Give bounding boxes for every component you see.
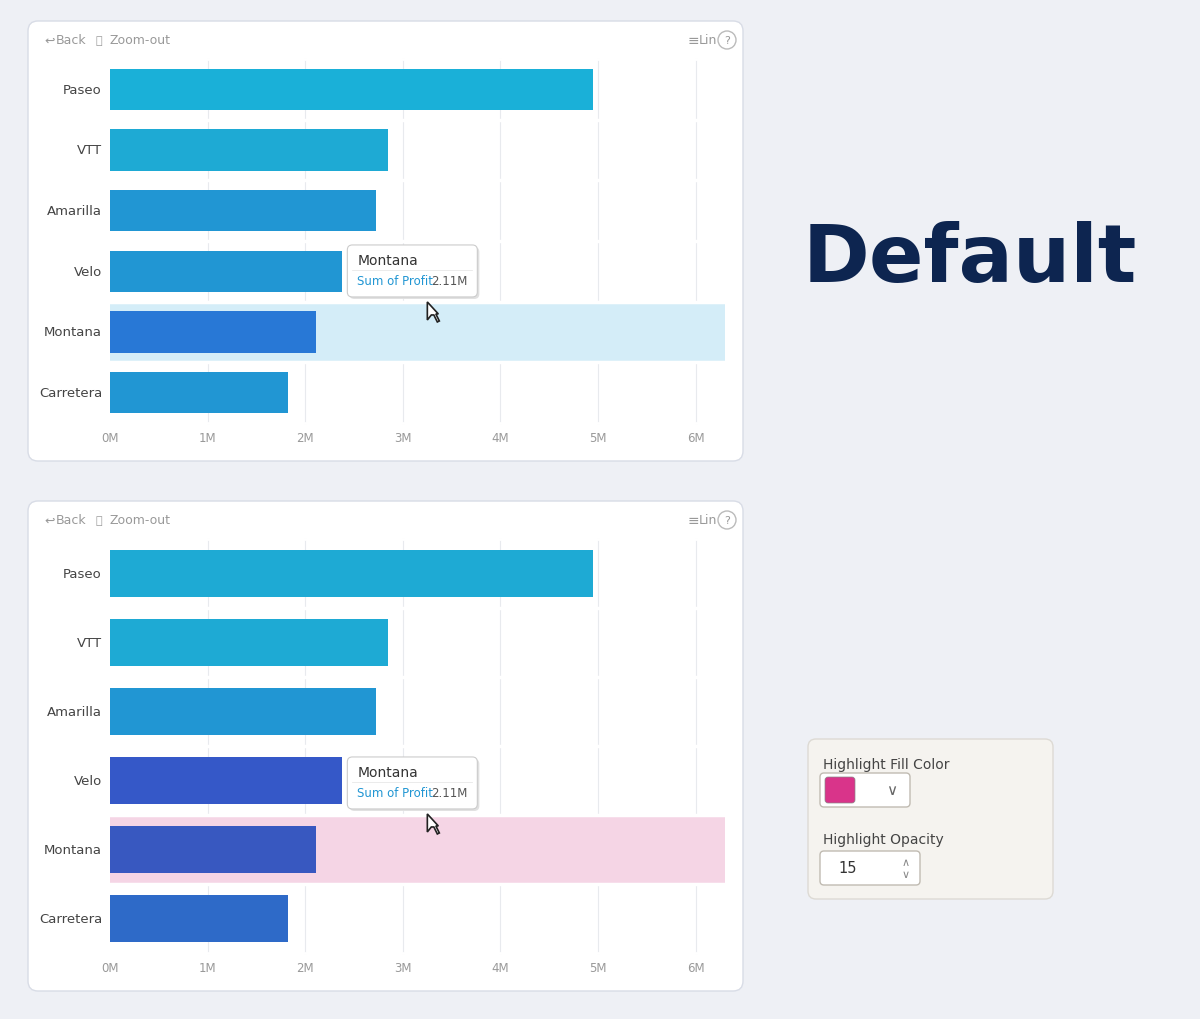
Text: 1M: 1M bbox=[199, 432, 216, 444]
Polygon shape bbox=[427, 814, 439, 835]
Text: ?: ? bbox=[724, 36, 730, 46]
Text: Zoom-out: Zoom-out bbox=[110, 35, 172, 48]
Text: Velo: Velo bbox=[73, 266, 102, 278]
Bar bbox=[110, 69, 593, 111]
Text: Zoom-out: Zoom-out bbox=[110, 514, 172, 527]
Text: Amarilla: Amarilla bbox=[47, 205, 102, 218]
Text: Montana: Montana bbox=[358, 765, 418, 780]
Text: Lin: Lin bbox=[698, 35, 718, 48]
Text: Paseo: Paseo bbox=[64, 568, 102, 581]
Text: ∨: ∨ bbox=[902, 869, 910, 879]
Text: VTT: VTT bbox=[77, 145, 102, 157]
Text: Default: Default bbox=[803, 221, 1138, 299]
Text: Highlight Opacity: Highlight Opacity bbox=[823, 833, 943, 846]
Text: Highlight Fill Color: Highlight Fill Color bbox=[823, 757, 949, 771]
Bar bbox=[110, 303, 725, 363]
Text: 0M: 0M bbox=[101, 961, 119, 974]
FancyBboxPatch shape bbox=[820, 773, 910, 807]
FancyBboxPatch shape bbox=[349, 759, 479, 811]
Text: ∨: ∨ bbox=[887, 783, 898, 798]
Text: VTT: VTT bbox=[77, 637, 102, 649]
Text: 2.11M: 2.11M bbox=[431, 275, 467, 288]
Text: ?: ? bbox=[724, 516, 730, 526]
Text: 2M: 2M bbox=[296, 432, 314, 444]
Text: 3M: 3M bbox=[394, 432, 412, 444]
Text: Montana: Montana bbox=[44, 326, 102, 339]
Text: 15: 15 bbox=[838, 861, 857, 875]
FancyBboxPatch shape bbox=[28, 22, 743, 462]
Bar bbox=[110, 252, 342, 292]
Bar bbox=[110, 815, 725, 884]
Text: 6M: 6M bbox=[686, 432, 704, 444]
Text: ≡: ≡ bbox=[688, 514, 700, 528]
Text: 6M: 6M bbox=[686, 961, 704, 974]
Text: 0M: 0M bbox=[101, 432, 119, 444]
Bar bbox=[110, 373, 288, 414]
Bar bbox=[110, 895, 288, 942]
Text: Carretera: Carretera bbox=[38, 912, 102, 925]
Text: Carretera: Carretera bbox=[38, 387, 102, 399]
Text: Sum of Profit: Sum of Profit bbox=[358, 275, 433, 288]
Bar bbox=[110, 757, 342, 804]
Text: 4M: 4M bbox=[492, 961, 509, 974]
Text: Montana: Montana bbox=[358, 254, 418, 268]
Bar bbox=[110, 312, 316, 354]
FancyBboxPatch shape bbox=[347, 246, 478, 298]
Text: Lin: Lin bbox=[698, 514, 718, 527]
Text: ↩: ↩ bbox=[44, 35, 54, 48]
Text: Montana: Montana bbox=[44, 843, 102, 856]
Text: Velo: Velo bbox=[73, 774, 102, 788]
Bar bbox=[110, 191, 376, 232]
Bar bbox=[110, 826, 316, 873]
Text: 5M: 5M bbox=[589, 432, 607, 444]
Text: Back: Back bbox=[56, 514, 86, 527]
FancyBboxPatch shape bbox=[808, 739, 1054, 899]
Text: 🔍: 🔍 bbox=[96, 516, 103, 526]
Text: 1M: 1M bbox=[199, 961, 216, 974]
Text: 2.11M: 2.11M bbox=[431, 787, 467, 800]
Text: 3M: 3M bbox=[394, 961, 412, 974]
Text: Amarilla: Amarilla bbox=[47, 705, 102, 718]
Bar bbox=[110, 130, 389, 171]
FancyBboxPatch shape bbox=[28, 501, 743, 991]
Bar bbox=[110, 689, 376, 736]
FancyBboxPatch shape bbox=[347, 757, 478, 809]
Text: ≡: ≡ bbox=[688, 34, 700, 48]
Text: 🔍: 🔍 bbox=[96, 36, 103, 46]
Bar bbox=[110, 620, 389, 666]
Text: ↩: ↩ bbox=[44, 514, 54, 527]
FancyBboxPatch shape bbox=[349, 248, 479, 300]
Text: Back: Back bbox=[56, 35, 86, 48]
Text: 2M: 2M bbox=[296, 961, 314, 974]
Text: 5M: 5M bbox=[589, 961, 607, 974]
Polygon shape bbox=[427, 303, 439, 323]
Text: Sum of Profit: Sum of Profit bbox=[358, 787, 433, 800]
Text: Paseo: Paseo bbox=[64, 84, 102, 97]
FancyBboxPatch shape bbox=[826, 777, 854, 803]
FancyBboxPatch shape bbox=[820, 851, 920, 886]
Bar bbox=[110, 550, 593, 597]
Text: 4M: 4M bbox=[492, 432, 509, 444]
Text: ∧: ∧ bbox=[902, 857, 910, 867]
